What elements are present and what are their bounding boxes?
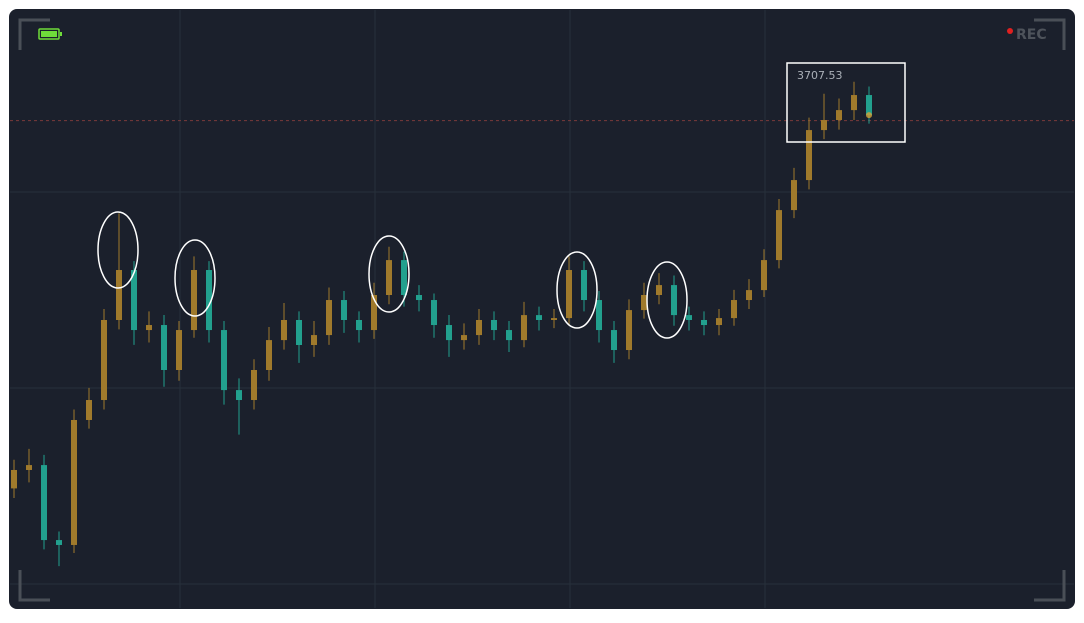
candle-body bbox=[341, 300, 347, 321]
rec-dot bbox=[1007, 28, 1013, 34]
candle-body bbox=[476, 320, 482, 336]
candle-body bbox=[731, 300, 737, 319]
candle-body bbox=[266, 340, 272, 370]
candle-body bbox=[701, 320, 707, 326]
candle-body bbox=[386, 260, 392, 296]
rec-label: REC bbox=[1016, 27, 1047, 43]
candle-body bbox=[326, 300, 332, 336]
candle-body bbox=[866, 95, 872, 116]
price-label: 3707.53 bbox=[797, 69, 843, 82]
candle-body bbox=[176, 330, 182, 370]
candle-body bbox=[446, 325, 452, 341]
candle-body bbox=[86, 400, 92, 420]
candle-body bbox=[821, 120, 827, 131]
highlight-ellipse bbox=[174, 239, 216, 317]
candle-body bbox=[191, 270, 197, 331]
highlight-ellipse bbox=[368, 235, 410, 313]
corner bbox=[18, 18, 50, 50]
candle-body bbox=[356, 320, 362, 331]
candle-body bbox=[656, 285, 662, 296]
candles bbox=[11, 81, 872, 567]
candle-body bbox=[206, 270, 212, 331]
highlight-ellipse bbox=[646, 261, 688, 339]
candle-body bbox=[716, 318, 722, 326]
screen bbox=[9, 9, 1075, 609]
candle-body bbox=[116, 270, 122, 321]
candle-body bbox=[401, 260, 407, 296]
candle-body bbox=[281, 320, 287, 341]
candle-body bbox=[491, 320, 497, 331]
candle-body bbox=[626, 310, 632, 351]
candle-body bbox=[581, 270, 587, 301]
candle-body bbox=[761, 260, 767, 291]
candle-body bbox=[596, 300, 602, 331]
candle-body bbox=[506, 330, 512, 341]
candle-body bbox=[416, 295, 422, 301]
candle-body bbox=[131, 270, 137, 331]
candle-body bbox=[686, 315, 692, 321]
candle-body bbox=[791, 180, 797, 211]
grid bbox=[10, 10, 1074, 608]
candle-body bbox=[521, 315, 527, 341]
candle-body bbox=[41, 465, 47, 541]
battery-level bbox=[41, 31, 57, 37]
candle-body bbox=[461, 335, 467, 341]
corner bbox=[18, 570, 50, 602]
candle-body bbox=[311, 335, 317, 345]
battery bbox=[38, 28, 60, 40]
candle-body bbox=[746, 290, 752, 301]
candle-body bbox=[221, 330, 227, 391]
candle-body bbox=[71, 419, 77, 545]
candle-body bbox=[161, 325, 167, 370]
candle-body bbox=[101, 320, 107, 401]
candle-body bbox=[26, 465, 32, 470]
candle-body bbox=[641, 295, 647, 311]
highlight-ellipse bbox=[556, 251, 598, 329]
candle-body bbox=[146, 325, 152, 331]
candle-body bbox=[236, 390, 242, 401]
candle-body bbox=[371, 295, 377, 331]
annotations bbox=[97, 62, 906, 339]
candle-body bbox=[776, 210, 782, 261]
candle-body bbox=[536, 315, 542, 321]
last-price-dot bbox=[866, 112, 872, 119]
candle-body bbox=[836, 110, 842, 121]
candle-body bbox=[851, 95, 857, 111]
candle-body bbox=[671, 285, 677, 316]
candle-body bbox=[251, 369, 257, 401]
candle-body bbox=[11, 469, 17, 489]
candle-body bbox=[611, 330, 617, 351]
candle-body bbox=[566, 270, 572, 319]
battery-tip bbox=[60, 32, 62, 36]
corner-brackets bbox=[18, 18, 1066, 602]
candle-body bbox=[431, 300, 437, 326]
battery-icon bbox=[38, 28, 62, 40]
candle-body bbox=[56, 540, 62, 545]
corner bbox=[1034, 18, 1066, 50]
candle-body bbox=[551, 318, 557, 321]
highlight-box bbox=[786, 62, 906, 143]
candle-body bbox=[806, 130, 812, 181]
corner bbox=[1034, 570, 1066, 602]
candle-body bbox=[296, 320, 302, 345]
highlight-ellipse bbox=[97, 211, 139, 289]
